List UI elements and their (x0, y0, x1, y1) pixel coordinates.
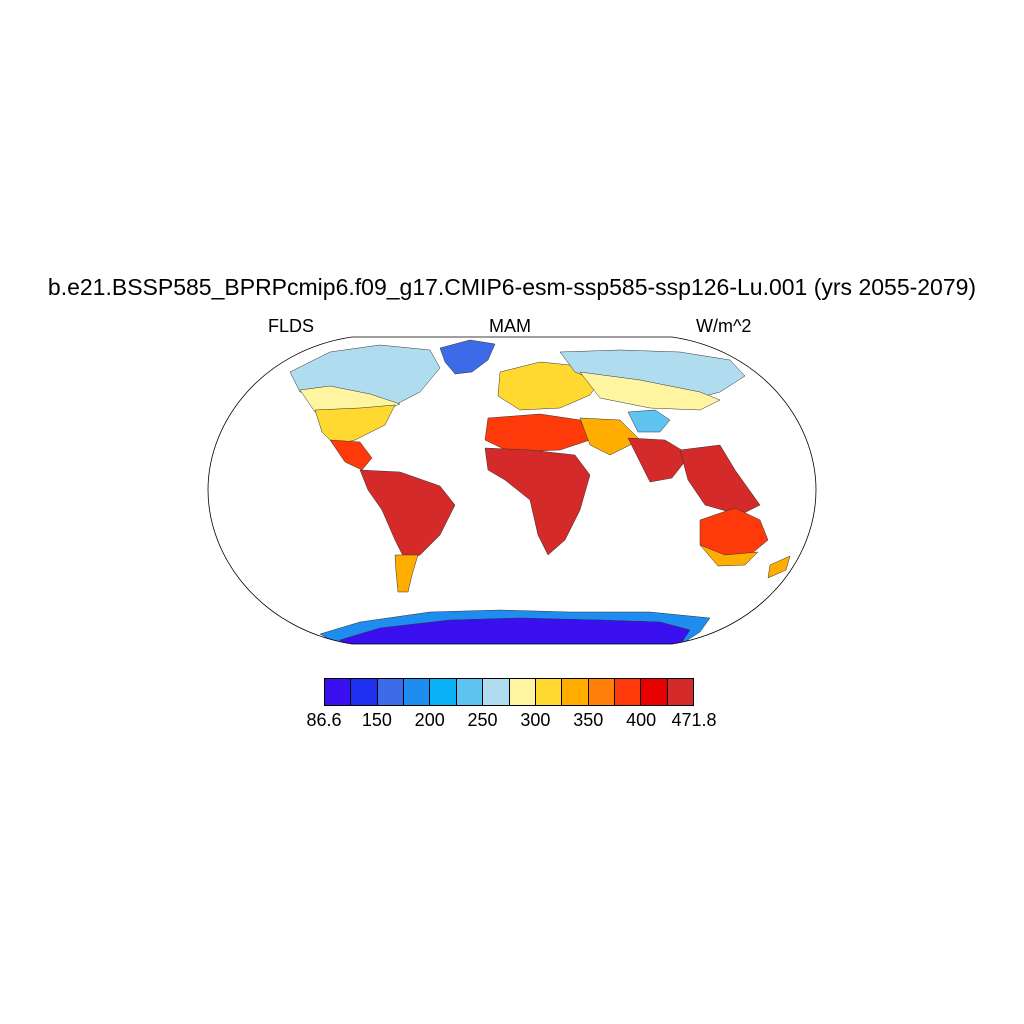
colorbar-swatch (430, 679, 457, 705)
colorbar-tick-label: 86.6 (306, 710, 342, 730)
colorbar-swatch (404, 679, 431, 705)
colorbar-swatch (614, 679, 642, 705)
variable-label: FLDS (268, 316, 315, 336)
africa-tropics (484, 447, 591, 556)
europe (497, 361, 601, 411)
colorbar-swatch (588, 679, 615, 705)
asia-mid (579, 371, 721, 411)
north-america-south (314, 404, 396, 446)
colorbar-swatch (483, 679, 510, 705)
colorbar-swatch (456, 679, 484, 705)
colorbar-swatch (377, 679, 405, 705)
colorbar-swatch (667, 679, 694, 705)
units-label: W/m^2 (696, 316, 752, 336)
south-america-tropics (359, 469, 456, 561)
antarctica-interior (339, 617, 691, 644)
colorbar-tick-label: 300 (520, 710, 551, 730)
south-america-south (394, 554, 419, 593)
map-border (207, 336, 817, 645)
southeast-asia (679, 444, 761, 516)
colorbar-swatch (535, 679, 563, 705)
map-title: b.e21.BSSP585_BPRPcmip6.f09_g17.CMIP6-es… (47, 274, 977, 300)
colorbar-swatch (641, 679, 668, 705)
colorbar-tick-label: 471.8 (671, 710, 717, 730)
colorbar-tick-label: 250 (467, 710, 498, 730)
colorbar-tick-label: 150 (361, 710, 392, 730)
colorbar-swatch (562, 679, 589, 705)
greenland-landmass (439, 339, 496, 375)
australia-south (699, 544, 759, 567)
new-zealand (767, 555, 791, 579)
colorbar-swatch (325, 679, 352, 705)
colorbar-swatch (351, 679, 378, 705)
central-america (329, 439, 373, 471)
colorbar-labels: 86.6 150 200 250 300 350 400 471.8 (0, 710, 1024, 734)
africa-north (484, 413, 591, 453)
colorbar-tick-label: 200 (414, 710, 445, 730)
middle-east (579, 417, 641, 456)
colorbar-swatch (509, 679, 536, 705)
colorbar (324, 678, 694, 706)
season-label: MAM (489, 316, 531, 336)
south-asia (627, 437, 691, 483)
map-land-layer (289, 339, 791, 644)
colorbar-tick-label: 350 (573, 710, 604, 730)
tibet-plateau (627, 409, 671, 433)
colorbar-tick-label: 400 (626, 710, 657, 730)
